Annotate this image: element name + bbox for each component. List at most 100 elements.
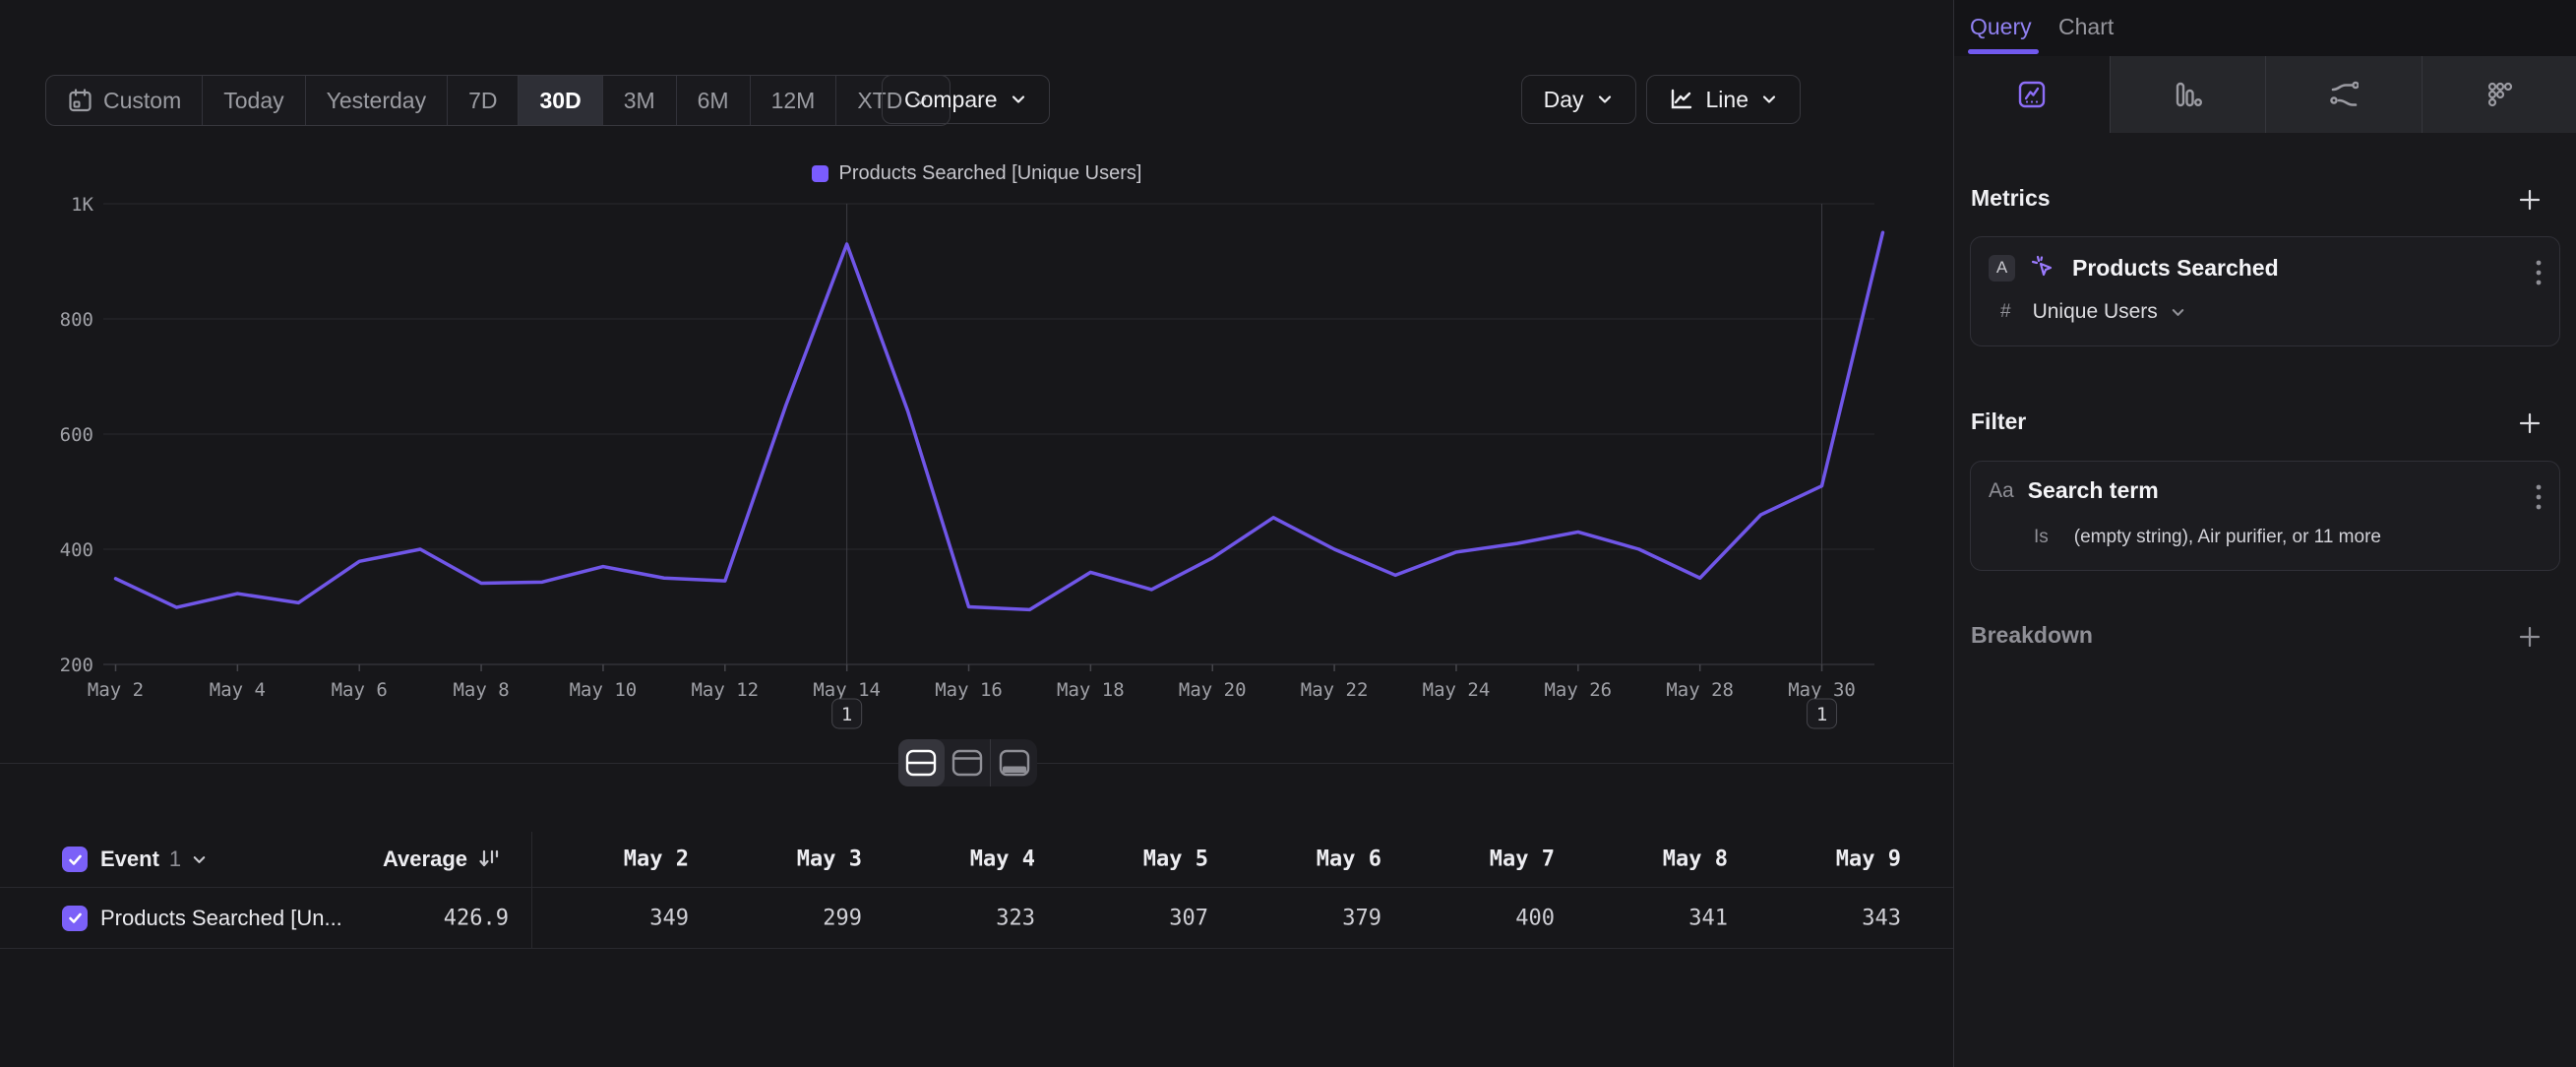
chevron-down-icon	[1010, 91, 1027, 108]
x-axis-tick-label: May 18	[1057, 679, 1125, 701]
aggregation-selector[interactable]: # Unique Users	[2000, 300, 2186, 324]
layout-split-view-button[interactable]	[898, 739, 945, 786]
sort-icon[interactable]	[476, 847, 502, 872]
retention-icon	[2484, 80, 2514, 109]
range-yesterday[interactable]: Yesterday	[306, 76, 448, 125]
tab-query[interactable]: Query	[1970, 14, 2032, 40]
filter-property-name: Search term	[2028, 477, 2159, 504]
filter-operator: Is	[2034, 527, 2049, 548]
column-header[interactable]: May 8	[1580, 847, 1728, 872]
cell-value: 307	[1061, 906, 1208, 930]
tab-chart[interactable]: Chart	[2058, 14, 2114, 40]
x-axis-tick-label: May 28	[1666, 679, 1734, 701]
annotation-badge-count: 1	[1816, 704, 1827, 725]
average-header[interactable]: Average	[320, 847, 467, 872]
compare-label: Compare	[904, 87, 998, 113]
filter-value: (empty string), Air purifier, or 11 more	[2074, 527, 2381, 548]
legend-swatch	[812, 165, 828, 182]
x-axis-tick-label: May 26	[1544, 679, 1612, 701]
report-tab-flows[interactable]	[2266, 56, 2423, 133]
layout-table-only-view-button[interactable]	[991, 739, 1037, 786]
column-header[interactable]: May 6	[1234, 847, 1381, 872]
add-metric-button[interactable]	[2517, 187, 2543, 213]
breakdown-section-title: Breakdown	[1971, 622, 2093, 649]
x-axis-tick-label: May 14	[813, 679, 881, 701]
granularity-button[interactable]: Day	[1521, 75, 1636, 124]
report-tab-retention[interactable]	[2423, 56, 2576, 133]
active-tab-underline	[1968, 49, 2039, 54]
main-panel: 2004006008001KMay 2May 4May 6May 8May 10…	[0, 0, 1953, 1067]
query-sidebar: Query Chart Metrics A Products Searched …	[1953, 0, 2576, 1067]
filter-card[interactable]: Aa Search term Is (empty string), Air pu…	[1970, 461, 2560, 571]
column-header[interactable]: May 3	[714, 847, 862, 872]
layout-chart-only-view-button[interactable]	[945, 739, 991, 786]
sidebar-tab-bar: Query Chart	[1954, 0, 2576, 56]
report-tab-insights[interactable]	[1954, 56, 2111, 133]
row-average-value: 426.9	[361, 906, 509, 930]
line-chart-icon	[1669, 87, 1694, 112]
cell-value: 400	[1407, 906, 1555, 930]
metric-menu-button[interactable]	[2536, 259, 2542, 286]
column-header[interactable]: May 9	[1753, 847, 1901, 872]
table-column-divider	[531, 832, 532, 948]
range-3m[interactable]: 3M	[603, 76, 677, 125]
report-type-tabs	[1954, 56, 2576, 133]
table-header-row: Event 1 Average May 2 May 3 May 4 May 5 May …	[0, 832, 1953, 888]
filter-menu-button[interactable]	[2536, 483, 2542, 511]
chart-type-button[interactable]: Line	[1646, 75, 1801, 124]
column-header[interactable]: May 4	[888, 847, 1035, 872]
range-12m[interactable]: 12M	[751, 76, 837, 125]
annotation-badge[interactable]	[832, 699, 862, 728]
add-filter-button[interactable]	[2517, 410, 2543, 436]
chart-legend[interactable]: Products Searched [Unique Users]	[0, 162, 1953, 185]
range-7d[interactable]: 7D	[448, 76, 519, 125]
funnels-icon	[2173, 80, 2202, 109]
chevron-down-icon	[191, 851, 208, 868]
y-axis-tick-label: 400	[60, 539, 93, 561]
y-axis-tick-label: 600	[60, 424, 93, 446]
metric-letter-badge: A	[1989, 255, 2015, 282]
column-header[interactable]: May 5	[1061, 847, 1208, 872]
compare-button[interactable]: Compare	[882, 75, 1050, 124]
x-axis-tick-label: May 8	[453, 679, 509, 701]
range-6m[interactable]: 6M	[677, 76, 751, 125]
range-label: Today	[223, 88, 283, 114]
report-tab-funnels[interactable]	[2111, 56, 2267, 133]
metric-card[interactable]: A Products Searched # Unique Users	[1970, 236, 2560, 346]
filter-card-header: Aa Search term	[1989, 477, 2159, 504]
row-label: Products Searched [Un...	[100, 906, 342, 931]
x-axis-tick-label: May 2	[88, 679, 144, 701]
range-label: 3M	[624, 88, 655, 114]
chevron-down-icon	[1596, 91, 1614, 108]
column-header[interactable]: May 2	[541, 847, 689, 872]
chart-controls: Day Line	[1521, 75, 1801, 124]
event-header[interactable]: Event 1	[100, 847, 208, 872]
x-axis-tick-label: May 16	[935, 679, 1003, 701]
range-today[interactable]: Today	[203, 76, 305, 125]
chart-only-view-icon	[951, 749, 983, 777]
add-breakdown-button[interactable]	[2517, 624, 2543, 650]
x-axis-tick-label: May 10	[570, 679, 638, 701]
metric-name: Products Searched	[2072, 255, 2279, 282]
cell-value: 343	[1753, 906, 1901, 930]
filter-condition[interactable]: Is (empty string), Air purifier, or 11 m…	[2034, 527, 2381, 548]
hash-icon: #	[2000, 301, 2011, 323]
y-axis-tick-label: 800	[60, 309, 93, 331]
range-label: 7D	[468, 88, 497, 114]
table-only-view-icon	[999, 749, 1030, 777]
x-axis-tick-label: May 12	[691, 679, 759, 701]
select-all-checkbox[interactable]	[62, 847, 88, 872]
annotation-badge[interactable]	[1808, 699, 1837, 728]
row-checkbox[interactable]	[62, 906, 88, 931]
range-custom[interactable]: Custom	[46, 76, 203, 125]
cell-value: 323	[888, 906, 1035, 930]
column-header[interactable]: May 7	[1407, 847, 1555, 872]
cell-value: 299	[714, 906, 862, 930]
range-30d[interactable]: 30D	[519, 76, 602, 125]
table-row[interactable]: Products Searched [Un... 426.9 349299323…	[0, 888, 1953, 949]
cell-value: 341	[1580, 906, 1728, 930]
range-label: Custom	[103, 88, 181, 114]
x-axis-tick-label: May 6	[332, 679, 388, 701]
check-icon	[67, 910, 84, 926]
split-view-icon	[905, 749, 937, 777]
